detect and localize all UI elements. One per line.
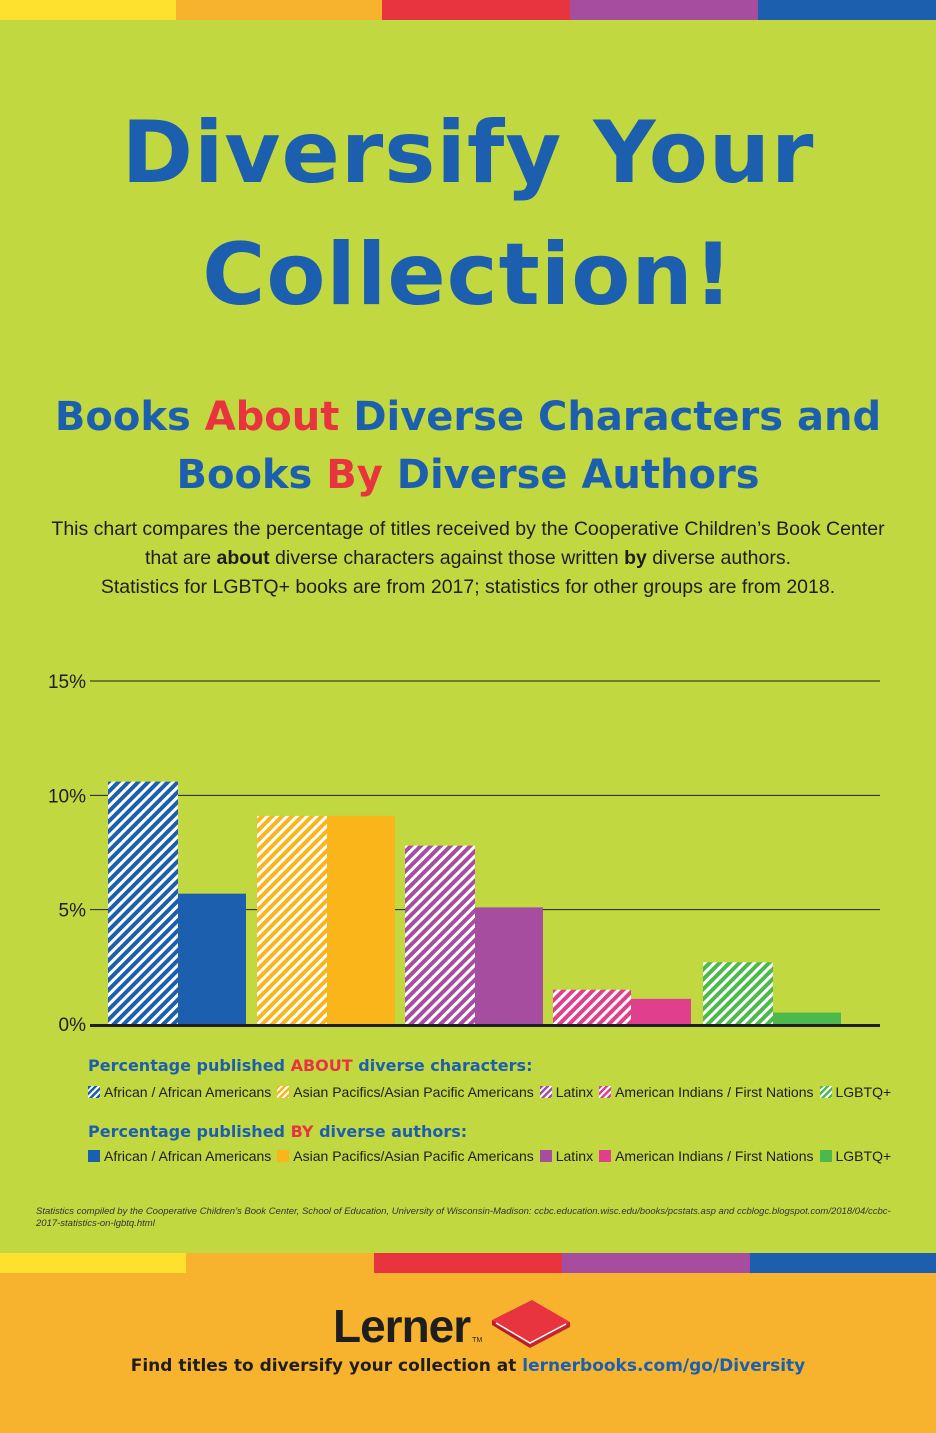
- stripe-orange: [186, 1253, 374, 1273]
- page-title: Diversify Your Collection!: [0, 92, 936, 336]
- y-tick-label: 15%: [48, 672, 86, 693]
- footer-cta-text: Find titles to diversify your collection…: [130, 1356, 517, 1376]
- legend-by-heading: Percentage published BY diverse authors:: [88, 1122, 467, 1141]
- by-legend-swatch: [599, 1150, 612, 1162]
- by-legend-item: African / African Americans: [88, 1148, 271, 1164]
- subtitle-word: Books: [176, 452, 313, 498]
- legend-head-text: diverse authors:: [319, 1122, 468, 1141]
- by-legend-item: Latinx: [539, 1148, 594, 1164]
- desc-text: diverse characters against those written: [275, 547, 619, 569]
- stripe-yellow: [0, 1253, 186, 1273]
- about-legend-swatch: [599, 1086, 612, 1098]
- footer-link[interactable]: lernerbooks.com/go/Diversity: [522, 1356, 806, 1376]
- by-legend-item: Asian Pacifics/Asian Pacific Americans: [277, 1148, 534, 1164]
- by-legend-swatch: [277, 1150, 290, 1162]
- bar-by-2: [327, 815, 395, 1024]
- bar-chart: 0% 5% 10% 15%: [48, 672, 880, 1036]
- legend-head-by: BY: [290, 1122, 314, 1141]
- legend-about-heading: Percentage published ABOUT diverse chara…: [88, 1056, 532, 1075]
- about-legend-item: African / African Americans: [88, 1084, 271, 1100]
- bar-by-5: [773, 1012, 841, 1024]
- desc-text: diverse authors.: [652, 547, 791, 569]
- bar-layer: [108, 781, 841, 1024]
- about-legend-item: LGBTQ+: [819, 1084, 892, 1100]
- desc-line-3: Statistics for LGBTQ+ books are from 201…: [100, 576, 836, 598]
- bar-about-2: [257, 815, 327, 1024]
- legend-about-row: African / African Americans Asian Pacific…: [88, 1084, 897, 1100]
- desc-bold-about: about: [216, 547, 270, 569]
- bottom-color-stripe: [0, 1253, 936, 1273]
- about-legend-swatch: [88, 1086, 100, 1098]
- top-color-stripe: [0, 0, 936, 20]
- stripe-red: [374, 1253, 562, 1273]
- by-legend-swatch: [539, 1150, 552, 1162]
- by-legend-swatch: [819, 1150, 832, 1162]
- stripe-purple: [562, 1253, 750, 1273]
- by-legend-item: LGBTQ+: [819, 1148, 892, 1164]
- red-book-icon: [492, 1300, 571, 1348]
- footer-cta: Find titles to diversify your collection…: [0, 1356, 936, 1376]
- by-legend-item: American Indians / First Nations: [599, 1148, 814, 1164]
- legend-head-text: Percentage published: [88, 1056, 285, 1075]
- lerner-logo[interactable]: Lerner TM: [333, 1298, 572, 1350]
- chart-description: This chart compares the percentage of ti…: [30, 515, 906, 602]
- footer-band: [0, 1273, 936, 1433]
- about-legend-item: Asian Pacifics/Asian Pacific Americans: [277, 1084, 534, 1100]
- subtitle-about: About: [204, 394, 340, 440]
- subtitle-word: Diverse Authors: [396, 452, 760, 498]
- y-tick-label: 10%: [48, 786, 86, 807]
- by-legend-swatch: [88, 1150, 100, 1162]
- desc-text: that are: [144, 547, 212, 569]
- bar-about-5: [703, 962, 773, 1024]
- about-legend-label: LGBTQ+: [835, 1084, 892, 1100]
- by-legend-label: African / African Americans: [104, 1148, 272, 1164]
- title-line-2: Collection!: [202, 225, 734, 325]
- title-line-1: Diversify Your: [121, 103, 815, 203]
- about-legend-label: Asian Pacifics/Asian Pacific Americans: [293, 1084, 534, 1100]
- page-subtitle: Books About Diverse Characters and Books…: [0, 388, 936, 504]
- desc-line-2: that are about diverse characters agains…: [30, 544, 906, 573]
- y-tick-label: 0%: [59, 1015, 87, 1036]
- stripe-purple: [570, 0, 758, 20]
- about-legend-swatch: [277, 1086, 290, 1098]
- bar-about-3: [405, 845, 475, 1024]
- about-legend-item: American Indians / First Nations: [599, 1084, 814, 1100]
- legend-head-text: diverse characters:: [358, 1056, 533, 1075]
- bar-by-1: [178, 893, 246, 1024]
- subtitle-word: Books: [54, 394, 191, 440]
- stripe-yellow: [0, 0, 176, 20]
- bar-about-4: [553, 989, 631, 1024]
- legend-by-row: African / African Americans Asian Pacific…: [88, 1148, 897, 1164]
- legend-head-text: Percentage published: [88, 1122, 285, 1141]
- about-legend-label: American Indians / First Nations: [615, 1084, 814, 1100]
- desc-line-1: This chart compares the percentage of ti…: [51, 518, 885, 540]
- about-legend-label: Latinx: [555, 1084, 594, 1100]
- by-legend-label: LGBTQ+: [835, 1148, 892, 1164]
- subtitle-word: Diverse Characters and: [353, 394, 882, 440]
- source-note: Statistics compiled by the Cooperative C…: [36, 1206, 891, 1229]
- stripe-red: [382, 0, 570, 20]
- stripe-blue: [758, 0, 936, 20]
- subtitle-by: By: [326, 452, 383, 498]
- stripe-blue: [750, 1253, 936, 1273]
- trademark-mark: TM: [472, 1337, 483, 1344]
- grid-layer: [90, 680, 880, 911]
- bar-about-1: [108, 781, 178, 1024]
- y-tick-label: 5%: [59, 901, 87, 922]
- stripe-orange: [176, 0, 382, 20]
- legend-head-about: ABOUT: [290, 1056, 353, 1075]
- by-legend-label: Latinx: [555, 1148, 594, 1164]
- logo-wordmark: Lerner: [333, 1300, 471, 1352]
- about-legend-item: Latinx: [539, 1084, 594, 1100]
- axis-layer: 0% 5% 10% 15%: [48, 672, 880, 1036]
- desc-bold-by: by: [624, 547, 647, 569]
- bar-by-4: [631, 998, 691, 1024]
- about-legend-label: African / African Americans: [104, 1084, 272, 1100]
- bar-by-3: [475, 907, 543, 1024]
- about-legend-swatch: [819, 1086, 832, 1098]
- by-legend-label: Asian Pacifics/Asian Pacific Americans: [293, 1148, 534, 1164]
- by-legend-label: American Indians / First Nations: [615, 1148, 814, 1164]
- about-legend-swatch: [539, 1086, 552, 1098]
